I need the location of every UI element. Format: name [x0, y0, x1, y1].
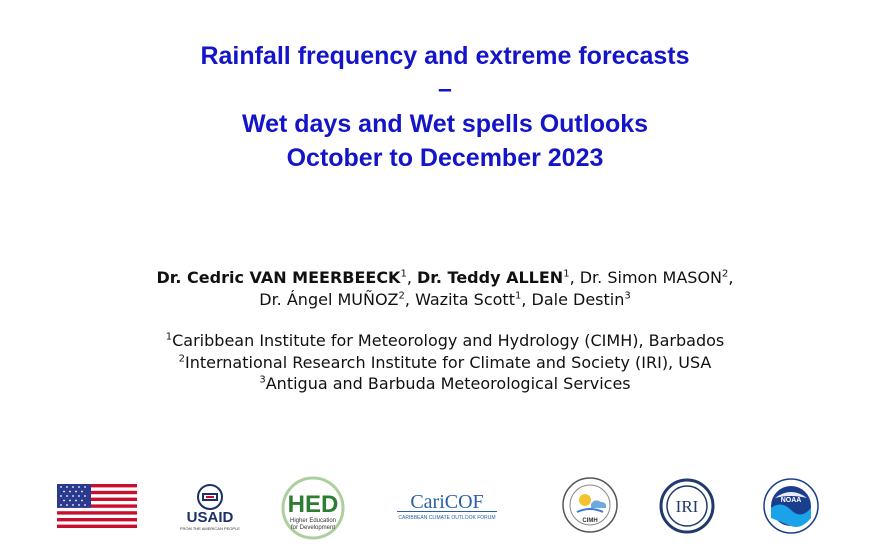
cimh-logo: CIMH — [562, 477, 618, 533]
affiliation-text: Antigua and Barbuda Meteorological Servi… — [265, 374, 631, 393]
affiliation-text: Caribbean Institute for Meteorology and … — [172, 331, 725, 350]
author-name: Wazita Scott — [415, 290, 515, 309]
author-separator: , — [521, 290, 532, 309]
iri-logo: IRI — [659, 478, 715, 534]
author-affil-number: 2 — [398, 290, 405, 302]
affiliation-number: 2 — [178, 353, 186, 365]
cimh-wordmark: CIMH — [582, 518, 597, 524]
author-affil-number: 1 — [514, 290, 522, 302]
author-affil-number: 1 — [400, 268, 407, 280]
affiliation-text: International Research Institute for Cli… — [185, 353, 712, 372]
authors-line-1: Dr. Cedric VAN MEERBEECK1, Dr. Teddy ALL… — [0, 268, 890, 288]
title-line-4: October to December 2023 — [286, 144, 604, 172]
title-line-3: Wet days and Wet spells Outlooks — [241, 110, 649, 138]
caricof-logo: CariCOF CARIBBEAN CLIMATE OUTLOOK FORUM — [397, 491, 497, 521]
author-affil-number: 3 — [624, 290, 631, 302]
hed-tagline-1: Higher Education — [290, 518, 336, 524]
authors-line-2: Dr. Ángel MUÑOZ2, Wazita Scott1, Dale De… — [0, 290, 890, 310]
us-flag-logo — [57, 484, 137, 528]
logo-row: USAID FROM THE AMERICAN PEOPLE HED Highe… — [0, 470, 890, 544]
caricof-tagline: CARIBBEAN CLIMATE OUTLOOK FORUM — [398, 515, 495, 521]
affiliation-1: 1Caribbean Institute for Meteorology and… — [0, 331, 890, 351]
iri-wordmark: IRI — [676, 497, 699, 516]
usaid-tagline: FROM THE AMERICAN PEOPLE — [180, 526, 240, 531]
noaa-logo: NOAA — [763, 478, 819, 534]
author-name: Dr. Simon MASON — [579, 268, 723, 287]
hed-wordmark: HED — [288, 491, 339, 518]
title-line-1: Rainfall frequency and extreme forecasts — [200, 42, 690, 70]
affiliation-2: 2International Research Institute for Cl… — [0, 353, 890, 373]
hed-tagline-2: for Development — [291, 525, 335, 531]
title-line-2: – — [438, 75, 452, 103]
hed-logo: HED Higher Education for Development — [281, 476, 345, 540]
noaa-wordmark: NOAA — [781, 497, 802, 504]
usaid-logo: USAID FROM THE AMERICAN PEOPLE — [180, 484, 240, 531]
author-separator: , — [404, 290, 416, 309]
author-separator: , — [569, 268, 580, 287]
caricof-wordmark: CariCOF — [410, 491, 483, 513]
author-separator: , — [406, 268, 417, 287]
author-name: Dale Destin — [531, 290, 625, 309]
author-separator: , — [728, 268, 734, 287]
author-affil-number: 2 — [722, 268, 729, 280]
affiliation-number: 3 — [259, 374, 266, 386]
usaid-wordmark: USAID — [187, 509, 234, 526]
author-name: Dr. Teddy ALLEN — [417, 268, 564, 287]
author-name: Dr. Cedric VAN MEERBEECK — [156, 268, 401, 287]
author-affil-number: 1 — [563, 268, 570, 280]
affiliation-number: 1 — [165, 331, 173, 343]
author-name: Dr. Ángel MUÑOZ — [259, 290, 399, 309]
affiliation-3: 3Antigua and Barbuda Meteorological Serv… — [0, 374, 890, 394]
